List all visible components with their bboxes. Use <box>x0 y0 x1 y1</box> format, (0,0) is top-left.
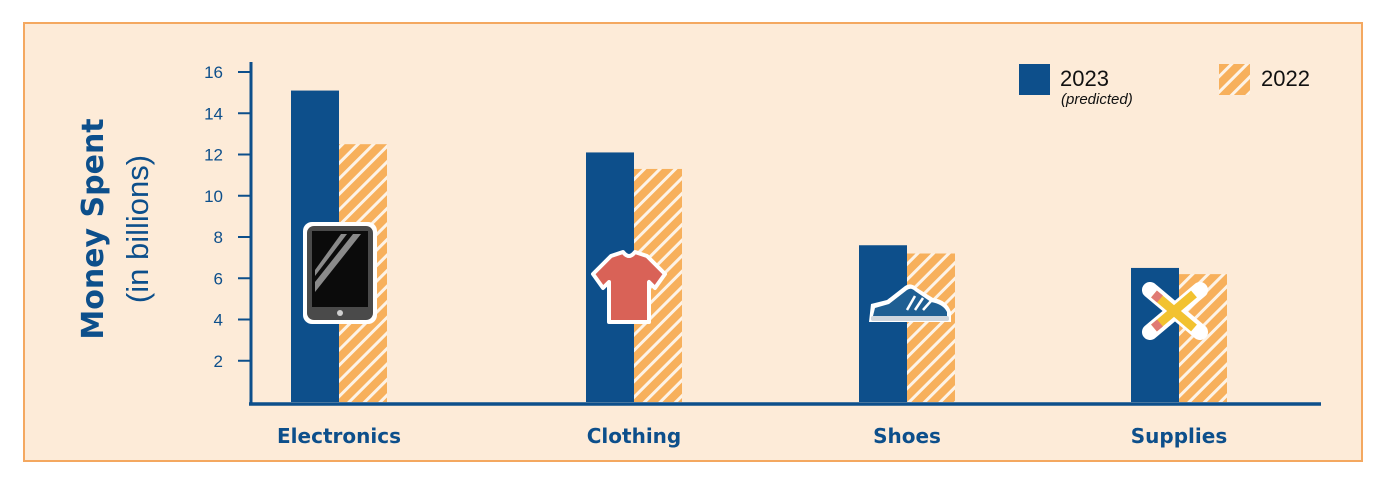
y-tick-label: 10 <box>204 187 223 206</box>
y-tick-label: 12 <box>204 146 223 165</box>
legend: 2023 (predicted) 2022 <box>1019 64 1310 108</box>
x-category-label: Electronics <box>277 424 401 448</box>
x-category-label: Clothing <box>587 424 681 448</box>
y-tick-label: 6 <box>214 269 223 288</box>
tablet-icon <box>303 222 377 324</box>
legend-swatch-2023 <box>1019 64 1050 95</box>
bar-shoes-2022 <box>907 253 955 402</box>
chart-panel: Money Spent (in billions) 2 4 6 8 10 12 14 16 E… <box>23 22 1363 462</box>
legend-swatch-2022 <box>1219 64 1250 95</box>
category-icons <box>303 222 1208 340</box>
legend-label-2022: 2022 <box>1261 66 1310 91</box>
tshirt-icon <box>591 250 667 324</box>
bar-shoes-2023 <box>859 245 907 402</box>
sneaker-icon <box>869 284 951 322</box>
y-tick-label: 14 <box>204 104 223 123</box>
bars <box>291 90 1227 402</box>
y-tick-label: 2 <box>214 352 223 371</box>
y-axis-title: Money Spent <box>76 118 111 339</box>
y-tick-label: 4 <box>214 311 223 330</box>
x-axis-categories: Electronics Clothing Shoes Supplies <box>277 424 1227 448</box>
y-axis-subtitle: (in billions) <box>120 155 155 303</box>
pencil-icon <box>1142 282 1208 340</box>
x-category-label: Shoes <box>873 424 941 448</box>
x-category-label: Supplies <box>1131 424 1227 448</box>
y-tick-label: 16 <box>204 63 223 82</box>
legend-note-2023: (predicted) <box>1061 91 1133 108</box>
legend-label-2023: 2023 <box>1060 66 1109 91</box>
y-axis-ticks: 2 4 6 8 10 12 14 16 <box>204 63 251 371</box>
y-tick-label: 8 <box>214 228 223 247</box>
bar-chart: Money Spent (in billions) 2 4 6 8 10 12 14 16 E… <box>76 62 1321 448</box>
